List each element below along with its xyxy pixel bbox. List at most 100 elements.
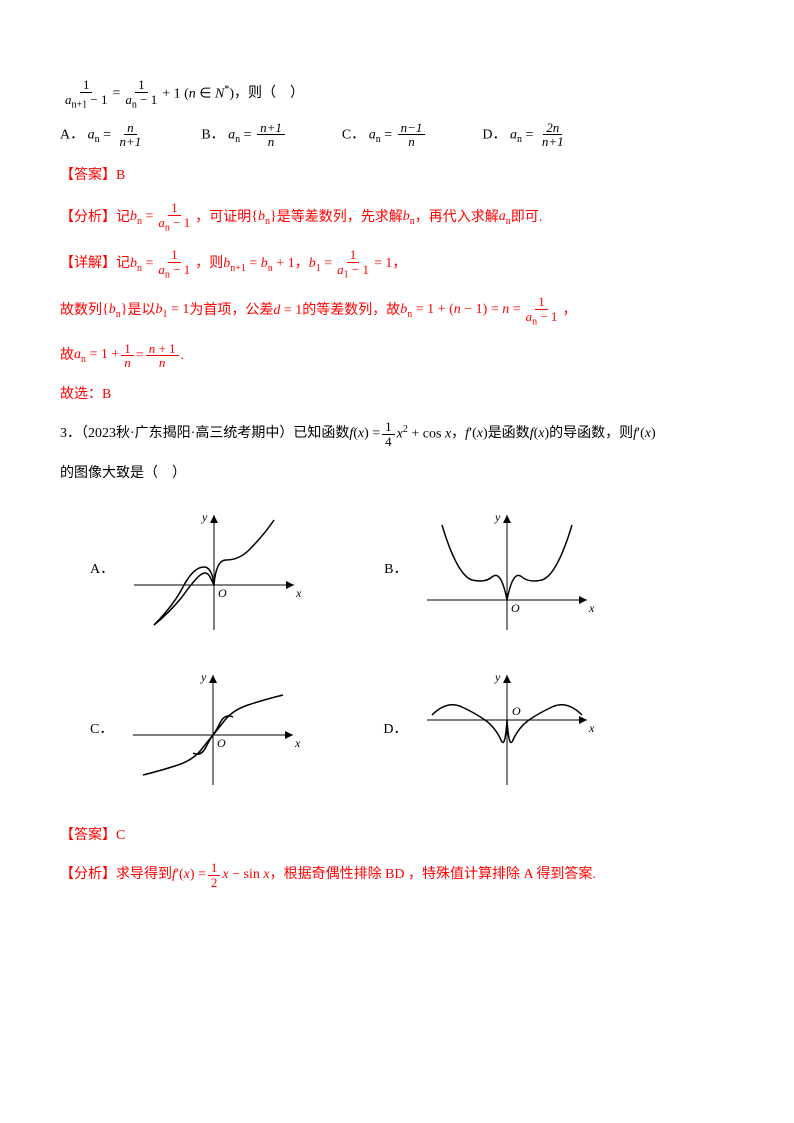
bn1-eq: bn+1 = bn + 1 xyxy=(223,253,294,277)
analysis-label: 【分析】 xyxy=(60,207,116,229)
bn-def: bn = xyxy=(130,206,153,230)
fprime2: f′(x) xyxy=(633,423,656,445)
q3-s3: 是函数 xyxy=(488,423,530,445)
svg-text:x: x xyxy=(295,586,302,600)
q2-select: 故选： B xyxy=(60,384,734,406)
frac-b1: 1 a1 − 1 xyxy=(334,248,372,281)
d24: 的等差数列，故 xyxy=(302,300,400,322)
d-eq: d = 1 xyxy=(273,300,302,322)
frac-bn: 1 an − 1 xyxy=(155,201,193,234)
graph-row-1: A． x y O B． x y O xyxy=(90,505,734,635)
plus: + 1 (n ∈ N*) xyxy=(162,82,234,106)
bn-final: bn = 1 + (n − 1) = n = xyxy=(400,299,520,323)
frac-12: 1 2 xyxy=(208,861,221,889)
answer-val: B xyxy=(116,165,125,187)
q3-answer: 【答案】 C xyxy=(60,825,734,847)
frac-1n: 1 n xyxy=(121,342,134,370)
q3-answer-label: 【答案】 xyxy=(60,825,116,847)
graph-d-svg: x y O xyxy=(417,665,597,795)
select-label: 故选： xyxy=(60,384,102,406)
bn2: bn xyxy=(403,206,415,230)
set-bn2: {bn} xyxy=(102,299,127,323)
graph-a-svg: x y O xyxy=(124,505,304,635)
graph-row-2: C． x y O D． x y O xyxy=(90,665,734,795)
q3-s1: 3．（2023秋·广东揭阳·高三统考期中）已知函数 xyxy=(60,423,349,445)
t4: ，再代入求解 xyxy=(415,207,499,229)
fx2: f(x) xyxy=(530,423,549,445)
q3-at2: ，根据奇偶性排除 BD ，特殊值计算排除 A 得到答案. xyxy=(270,864,596,886)
graph-b-svg: x y O xyxy=(417,505,597,635)
svg-text:O: O xyxy=(217,736,226,750)
frac-14: 1 4 xyxy=(382,420,395,448)
d31: 故 xyxy=(60,345,74,367)
eq: = xyxy=(112,83,120,105)
dt3: ， xyxy=(295,253,309,275)
q2-detail-2: 故数列 {bn} 是以 b1 = 1 为首项，公差 d = 1 的等差数列，故 … xyxy=(60,295,734,328)
fx-def: f(x) = xyxy=(349,423,380,445)
svg-text:O: O xyxy=(511,601,520,615)
t5: 即可. xyxy=(511,207,543,229)
set-bn: {bn} xyxy=(251,206,276,230)
x2cos: x2 + cos x xyxy=(397,422,452,446)
frac-n1n: n + 1 n xyxy=(146,342,179,370)
frac-left: 1 an+1 − 1 xyxy=(62,78,110,111)
opt-a: A． an = nn+1 xyxy=(60,121,146,149)
an-final: an = 1 + xyxy=(74,344,119,368)
fprime-eq: f′(x) = xyxy=(172,864,206,886)
q2-analysis: 【分析】 记 bn = 1 an − 1 ，可证明 {bn} 是等差数列，先求解… xyxy=(60,201,734,234)
t3: 是等差数列，先求解 xyxy=(277,207,403,229)
num: 1 xyxy=(80,78,93,93)
q2-options: A． an = nn+1 B． an = n+1n C． an = n−1n D… xyxy=(60,121,734,149)
d22: 是以 xyxy=(127,300,155,322)
q3-s2: ， xyxy=(451,423,465,445)
frac-right: 1 an − 1 xyxy=(122,78,160,111)
svg-text:y: y xyxy=(201,510,208,524)
opt-b: B． an = n+1n xyxy=(201,121,287,149)
q3-analysis: 【分析】 求导得到 f′(x) = 1 2 x − sin x ，根据奇偶性排除… xyxy=(60,861,734,889)
frac-final: 1 an − 1 xyxy=(523,295,561,328)
bn-def2: bn = xyxy=(130,253,153,277)
comma2: ， xyxy=(562,300,576,322)
q3-stem-2: 的图像大致是（ ） xyxy=(60,463,734,485)
d23: 为首项，公差 xyxy=(189,300,273,322)
q2-detail-1: 【详解】 记 bn = 1 an − 1 ，则 bn+1 = bn + 1 ， … xyxy=(60,248,734,281)
b1-eq: b1 = xyxy=(309,253,332,277)
answer-label: 【答案】 xyxy=(60,165,116,187)
dt2: ，则 xyxy=(195,253,223,275)
b1-1: b1 = 1 xyxy=(155,299,189,323)
den: an+1 − 1 xyxy=(62,93,110,111)
t1: 记 xyxy=(116,207,130,229)
opt-c: C． an = n−1n xyxy=(342,121,428,149)
dt1: 记 xyxy=(116,253,130,275)
q3-s4: 的导函数，则 xyxy=(549,423,633,445)
den: an − 1 xyxy=(122,93,160,111)
q3-s5: 的图像大致是（ ） xyxy=(60,463,186,485)
graph-c-svg: x y O xyxy=(123,665,303,795)
xsin: x − sin x xyxy=(222,864,269,886)
svg-text:x: x xyxy=(294,736,301,750)
q3-stem: 3．（2023秋·广东揭阳·高三统考期中）已知函数 f(x) = 1 4 x2 … xyxy=(60,420,734,448)
svg-text:O: O xyxy=(218,586,227,600)
frac-bn2: 1 an − 1 xyxy=(155,248,193,281)
q3-answer-val: C xyxy=(116,825,125,847)
graph-a: A． x y O xyxy=(90,505,304,635)
period: . xyxy=(181,345,185,367)
q3-at1: 求导得到 xyxy=(116,864,172,886)
q3-analysis-label: 【分析】 xyxy=(60,864,116,886)
opt-b-label: B． xyxy=(384,559,407,581)
svg-text:y: y xyxy=(494,670,501,684)
svg-text:x: x xyxy=(588,721,595,735)
q2-formula-row: 1 an+1 − 1 = 1 an − 1 + 1 (n ∈ N*) ，则（ ） xyxy=(60,78,734,111)
opt-c-label: C． xyxy=(90,719,113,741)
num: 1 xyxy=(135,78,148,93)
q2-tail: ，则（ ） xyxy=(234,83,304,105)
opt-d: D． an = 2nn+1 xyxy=(482,121,568,149)
d21: 故数列 xyxy=(60,300,102,322)
svg-text:y: y xyxy=(200,670,207,684)
svg-text:O: O xyxy=(512,704,521,718)
opt-d-label: D． xyxy=(383,719,407,741)
an2: an xyxy=(499,206,511,230)
eq1: = 1， xyxy=(374,253,406,275)
fprime: f′(x) xyxy=(465,423,488,445)
q2-detail-3: 故 an = 1 + 1 n = n + 1 n . xyxy=(60,342,734,370)
